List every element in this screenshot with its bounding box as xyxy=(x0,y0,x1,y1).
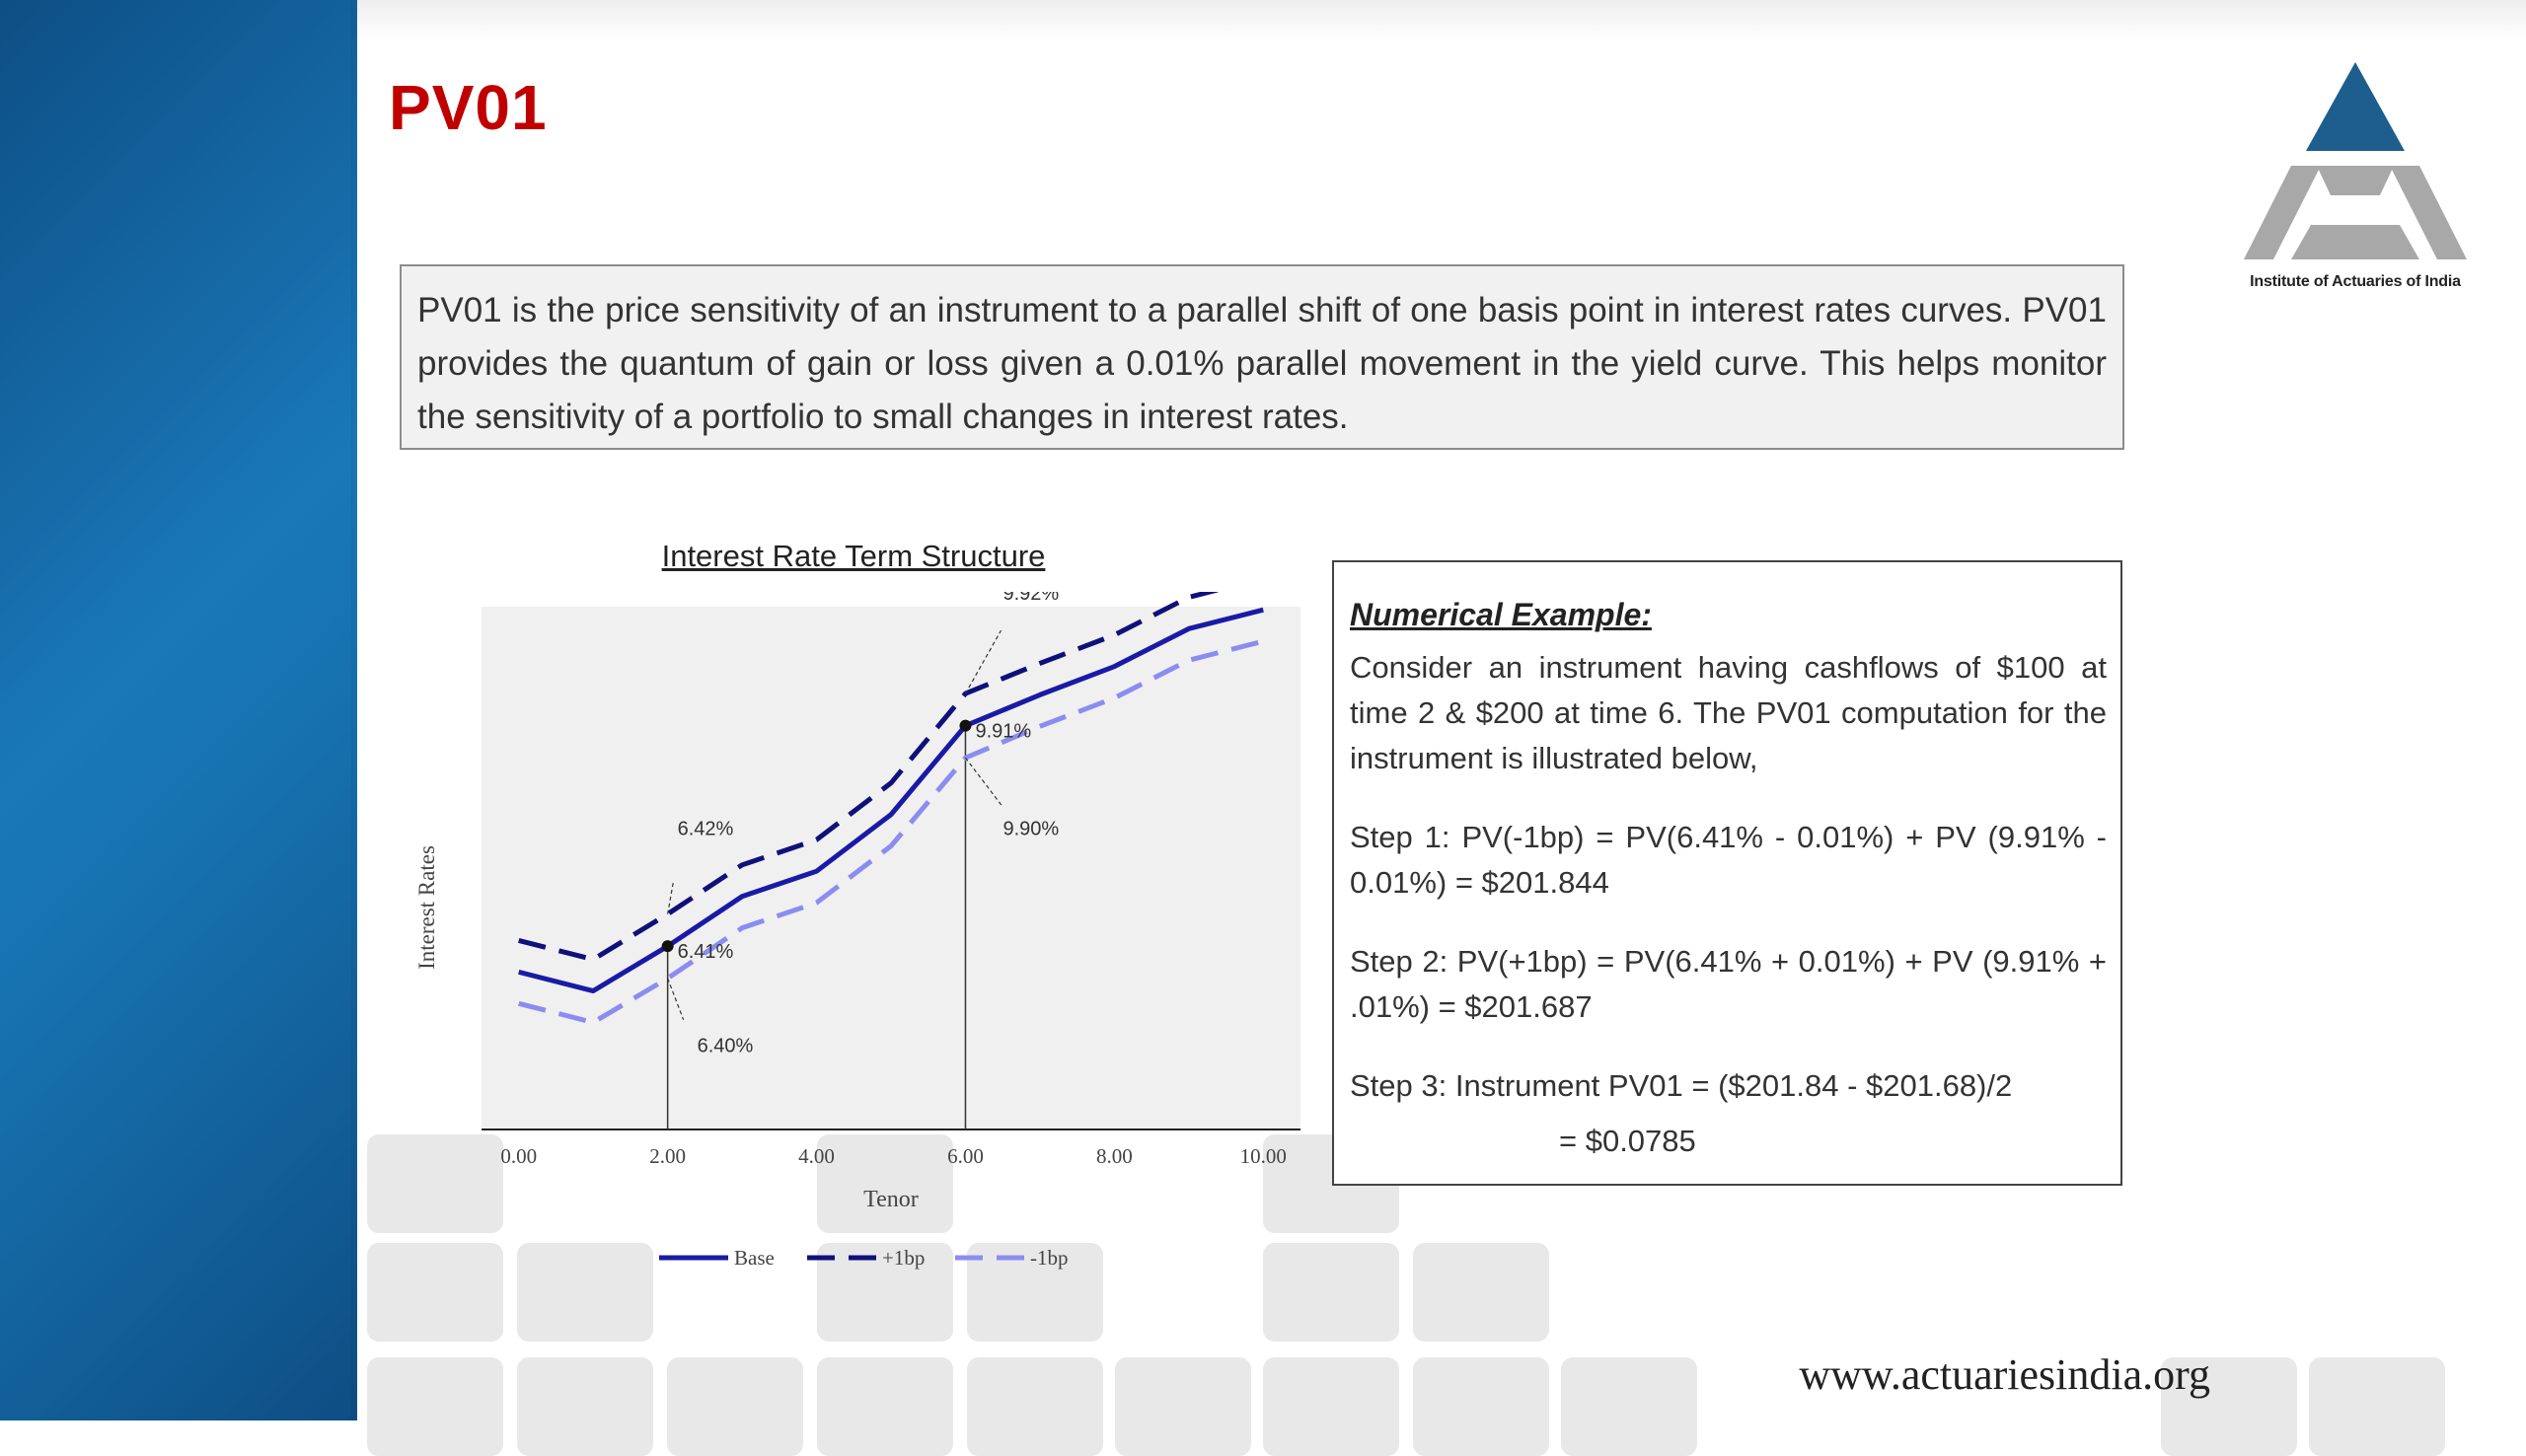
logo-caption: Institute of Actuaries of India xyxy=(2250,273,2461,290)
legend-label: +1bp xyxy=(882,1246,925,1270)
bg-tile xyxy=(817,1134,953,1233)
series-line-1bp xyxy=(518,592,1221,963)
definition-text: PV01 is the price sensitivity of an inst… xyxy=(417,291,2107,436)
annotation-leader xyxy=(667,978,685,1020)
example-result: = $0.0785 xyxy=(1559,1124,1696,1158)
bg-tile xyxy=(1263,1357,1399,1456)
example-step-1: Step 1: PV(-1bp) = PV(6.41% - 0.01%) + P… xyxy=(1350,820,2107,900)
slide-title: PV01 xyxy=(389,72,548,143)
bg-tile xyxy=(517,1357,653,1456)
bg-tile xyxy=(817,1357,953,1456)
series-line-1bp xyxy=(518,638,1264,1025)
annotation-leader xyxy=(964,629,1002,694)
annotation-leader xyxy=(667,880,675,914)
bg-tile xyxy=(1561,1357,1697,1456)
logo-left-shape xyxy=(2244,166,2321,259)
x-tick-label: 4.00 xyxy=(798,1144,835,1168)
bg-tile xyxy=(367,1243,503,1342)
bg-tile xyxy=(367,1357,503,1456)
bg-tile xyxy=(967,1243,1103,1342)
example-intro: Consider an instrument having cashflows … xyxy=(1350,650,2107,775)
x-tick-label: 8.00 xyxy=(1096,1144,1133,1168)
example-heading: Numerical Example: xyxy=(1350,597,1652,632)
logo-top-triangle xyxy=(2306,62,2405,151)
annotation-label: 9.90% xyxy=(1003,818,1059,839)
bg-tile xyxy=(517,1243,653,1342)
logo-right-shape xyxy=(2390,166,2467,259)
logo-center-shape xyxy=(2317,166,2394,195)
annotation-label: 6.41% xyxy=(678,941,734,963)
annotation-label: 9.91% xyxy=(975,721,1031,743)
bg-tile xyxy=(967,1357,1103,1456)
logo-base-shape xyxy=(2291,225,2419,259)
annotation-label: 6.40% xyxy=(698,1036,754,1057)
x-axis-label: Tenor xyxy=(863,1187,919,1212)
x-tick-label: 6.00 xyxy=(947,1144,984,1168)
cashflow-point xyxy=(661,940,674,953)
bg-tile xyxy=(1413,1357,1549,1456)
example-step-2: Step 2: PV(+1bp) = PV(6.41% + 0.01%) + P… xyxy=(1350,944,2107,1024)
x-tick-label: 2.00 xyxy=(649,1144,686,1168)
bg-tile xyxy=(2309,1357,2445,1456)
institute-logo xyxy=(2244,62,2467,259)
legend-label: -1bp xyxy=(1030,1246,1069,1270)
series-line-base xyxy=(518,607,1264,994)
legend-label: Base xyxy=(734,1246,775,1270)
bg-tile xyxy=(1413,1243,1549,1342)
chart-title: Interest Rate Term Structure xyxy=(661,539,1046,573)
header-shade xyxy=(357,0,2526,39)
bg-tile xyxy=(367,1134,503,1233)
cashflow-point xyxy=(959,719,972,732)
bg-tile xyxy=(817,1243,953,1342)
website-url[interactable]: www.actuariesindia.org xyxy=(1799,1350,2210,1399)
annotation-label: 6.42% xyxy=(678,819,734,840)
sidebar-decoration xyxy=(0,0,357,1420)
bg-tile xyxy=(667,1357,803,1456)
annotation-leader xyxy=(964,757,1003,808)
bg-tile xyxy=(1263,1243,1399,1342)
plot-area xyxy=(482,607,1300,1129)
term-structure-chart: 6.42% 6.41% 6.40% 9.92% 9.91% 9.90% 0.00 2.00 4.… xyxy=(414,592,1300,1270)
y-axis-label: Interest Rates xyxy=(414,845,439,970)
numerical-example-box: Numerical Example: Consider an instrumen… xyxy=(1332,560,2122,1186)
annotation-label: 9.92% xyxy=(1003,592,1059,605)
bg-tile xyxy=(1115,1357,1251,1456)
example-step-3: Step 3: Instrument PV01 = ($201.84 - $20… xyxy=(1350,1068,2013,1103)
x-tick-label: 10.00 xyxy=(1240,1144,1287,1168)
definition-box: PV01 is the price sensitivity of an inst… xyxy=(400,264,2124,450)
x-tick-label: 0.00 xyxy=(500,1144,537,1168)
